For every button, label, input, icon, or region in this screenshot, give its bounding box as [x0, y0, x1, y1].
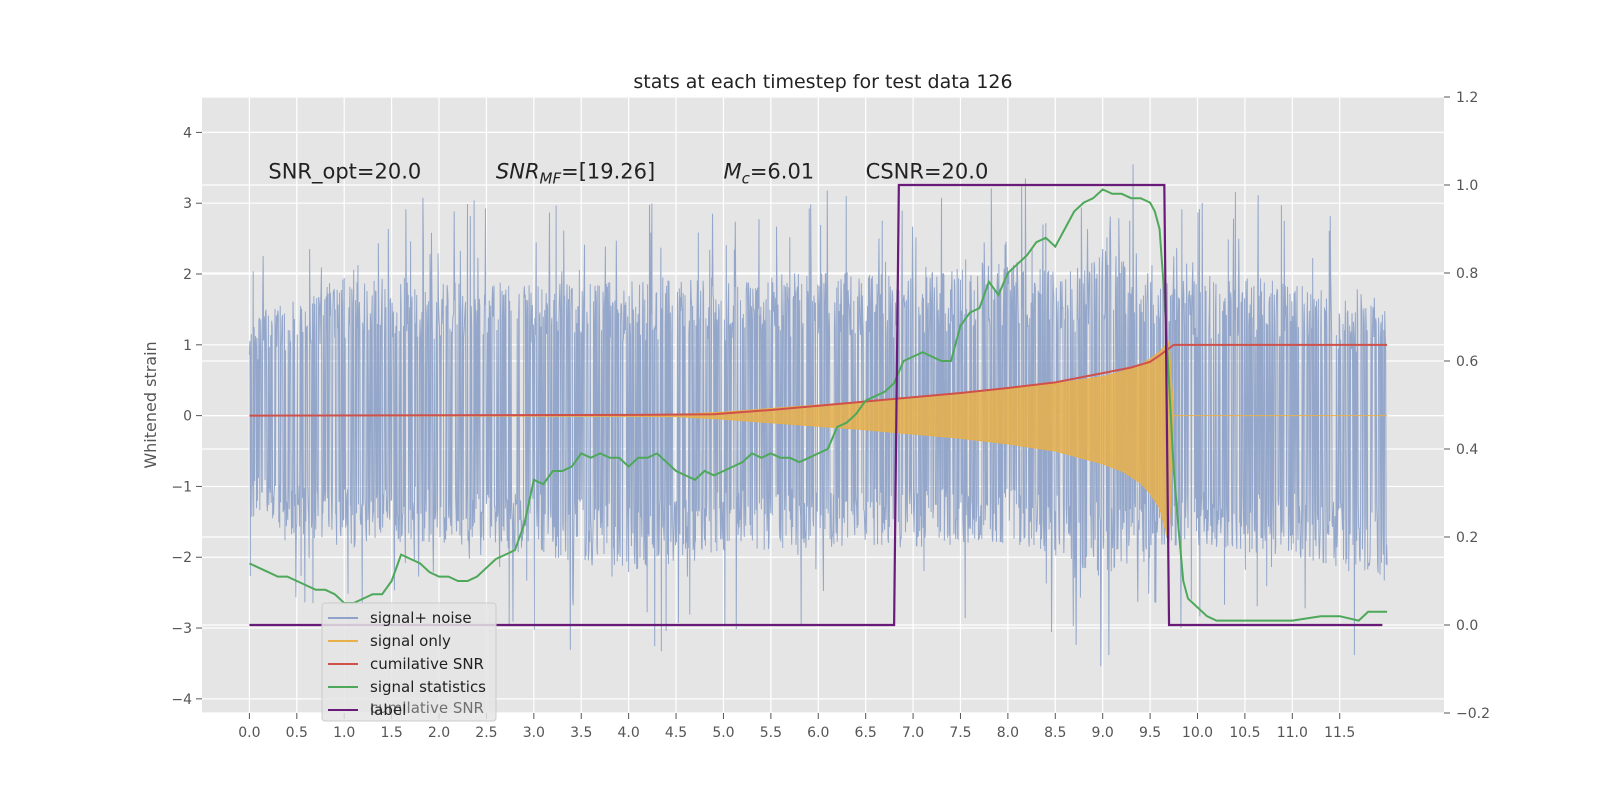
x-tick-label: 6.0 — [807, 725, 829, 741]
y2-tick-label: 1.2 — [1456, 90, 1478, 106]
y-tick-label: 1 — [183, 338, 192, 354]
y2-tick-label: 1.0 — [1456, 178, 1478, 194]
y-tick-label: 2 — [183, 267, 192, 283]
x-tick-label: 5.5 — [760, 725, 782, 741]
y2-tick-label: 0.8 — [1456, 266, 1478, 282]
axes-layer: 0.0 0.5 1.0 1.5 2.0 2.5 3.0 3.5 4.0 4.5 5.0 5.5 6.0 6… — [171, 90, 1490, 741]
series-layer — [248, 164, 1388, 667]
x-tick-label: 10.0 — [1182, 725, 1213, 741]
x-tick-label: 4.5 — [665, 725, 687, 741]
x-tick-label: 9.5 — [1139, 725, 1161, 741]
y2-tick-label: 0.6 — [1456, 354, 1478, 370]
x-tick-label: 3.0 — [523, 725, 545, 741]
y-tick-label: 4 — [183, 125, 192, 141]
legend-label: signal only — [370, 632, 451, 650]
chart-title: stats at each timestep for test data 126 — [633, 71, 1012, 93]
legend: cumilative SNR signal+ noise signal only cu… — [321, 602, 497, 722]
y2-tick-label: −0.2 — [1456, 706, 1490, 722]
x-tick-label: 3.5 — [570, 725, 592, 741]
y-tick-label: −4 — [171, 692, 192, 708]
x-tick-label: 1.0 — [333, 725, 355, 741]
signal-statistics-line — [248, 188, 1388, 622]
x-tick-label: 8.0 — [997, 725, 1019, 741]
y-axis-title: Whitened strain — [141, 341, 160, 468]
y2-tick-label: 0.4 — [1456, 442, 1478, 458]
y-tick-label: −1 — [171, 479, 192, 495]
x-tick-label: 7.0 — [902, 725, 924, 741]
legend-label: signal statistics — [370, 678, 486, 696]
x-tick-label: 2.5 — [475, 725, 497, 741]
x-tick-label: 0.5 — [286, 725, 308, 741]
annotations: SNR_opt=20.0 SNRMF=[19.26] Mc=6.01 CSNR=20.… — [268, 159, 988, 187]
y2-tick-label: 0.2 — [1456, 530, 1478, 546]
annotation: Mc=6.01 — [723, 159, 814, 187]
annotation: CSNR=20.0 — [866, 159, 989, 183]
x-tick-label: 10.5 — [1229, 725, 1260, 741]
y-tick-label: 3 — [183, 196, 192, 212]
annotation: SNR_opt=20.0 — [268, 159, 421, 184]
x-tick-label: 8.5 — [1044, 725, 1066, 741]
x-tick-label: 0.0 — [238, 725, 260, 741]
annotation: SNRMF=[19.26] — [496, 159, 655, 187]
y-tick-label: −3 — [171, 621, 192, 637]
cumulative-snr-line — [249, 343, 1388, 417]
legend-hidden-entry: cumilative SNR — [370, 699, 484, 717]
x-tick-label: 11.0 — [1277, 725, 1308, 741]
x-tick-label: 11.5 — [1324, 725, 1355, 741]
x-tick-label: 7.5 — [949, 725, 971, 741]
legend-label: signal+ noise — [370, 609, 472, 627]
y-tick-label: −2 — [171, 550, 192, 566]
label-line — [249, 183, 1383, 627]
x-tick-label: 5.0 — [712, 725, 734, 741]
legend-label: cumilative SNR — [370, 655, 484, 673]
y-tick-label: 0 — [183, 409, 192, 425]
legend-label: label — [370, 701, 406, 719]
signal-noise-line — [248, 164, 1388, 667]
y2-tick-label: 0.0 — [1456, 618, 1478, 634]
x-tick-label: 6.5 — [855, 725, 877, 741]
x-tick-label: 9.0 — [1092, 725, 1114, 741]
x-tick-label: 4.0 — [618, 725, 640, 741]
x-tick-label: 2.0 — [428, 725, 450, 741]
x-tick-label: 1.5 — [380, 725, 402, 741]
legend-box — [321, 602, 497, 722]
